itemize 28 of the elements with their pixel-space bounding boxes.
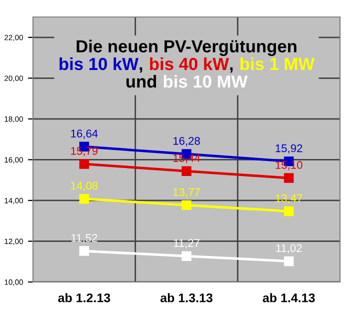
point [284, 256, 294, 266]
data-label: 15,79 [71, 146, 98, 156]
point [284, 206, 294, 216]
point [182, 166, 192, 176]
data-label: 11,02 [276, 244, 302, 254]
annotation: , [140, 67, 142, 73]
x-tick-label: ab 1.4.13 [262, 293, 315, 302]
point [284, 173, 294, 183]
data-label: 16,64 [71, 130, 98, 139]
point [182, 200, 192, 210]
text: bis 10 MW [164, 74, 248, 88]
text: Die neuen PV-Vergütungen [76, 40, 296, 56]
text: bis 1 MW [240, 57, 315, 70]
data-label: 15,92 [276, 144, 302, 154]
data-label: 14,08 [71, 182, 98, 192]
data-label: 16,28 [173, 136, 200, 146]
point [79, 246, 90, 256]
text: bis 40 kW [150, 57, 229, 70]
annotation: und [126, 74, 156, 88]
point [79, 194, 90, 204]
data-label: 13,77 [173, 188, 200, 198]
point [79, 159, 90, 169]
x-tick-label: ab 1.3.13 [160, 293, 212, 302]
text: bis 10 kW [60, 57, 138, 70]
data-label: 15,10 [276, 161, 302, 170]
x-tick-label: ab 1.2.13 [58, 293, 110, 302]
point [182, 251, 192, 261]
annotation: , [230, 67, 233, 73]
